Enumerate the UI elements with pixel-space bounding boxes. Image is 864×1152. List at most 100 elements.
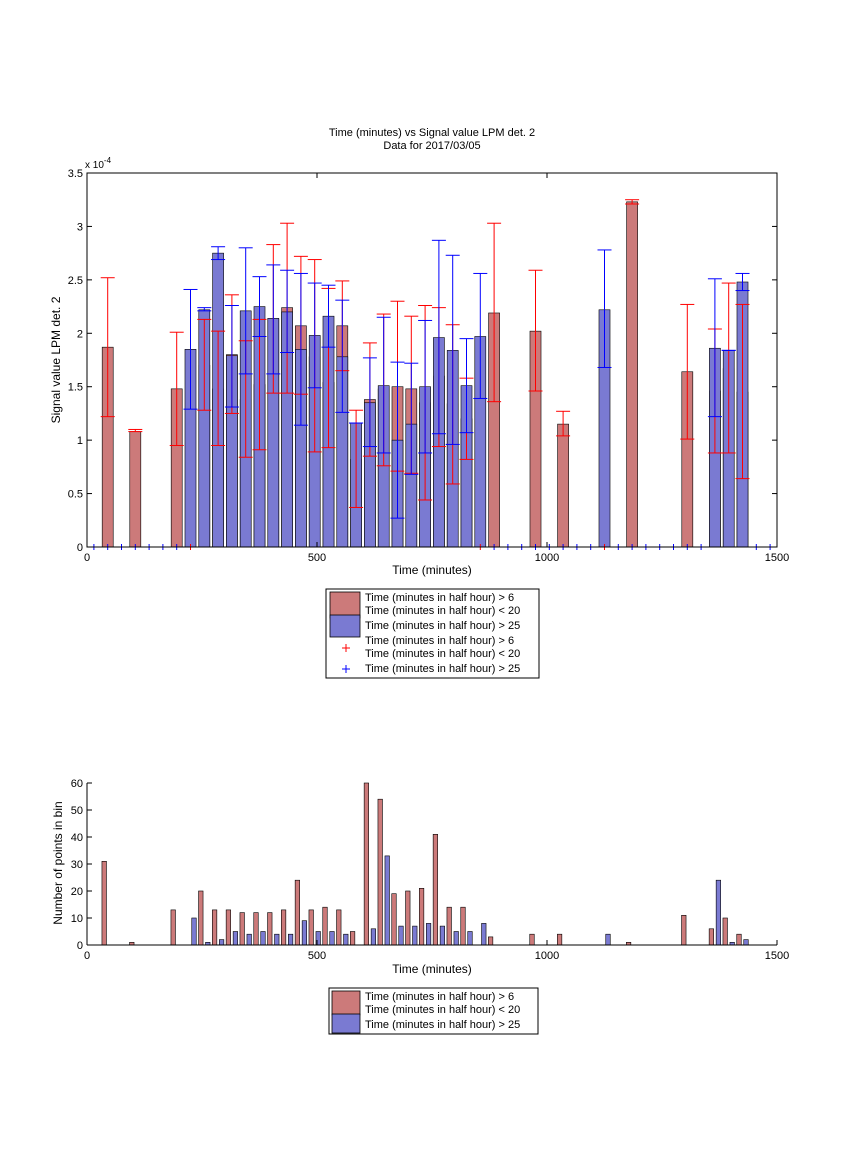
error-bar-red [197,318,212,411]
error-bar-blue [459,338,474,434]
error-bar-blue [321,284,336,348]
legend-entry-text: Time (minutes in half hour) < 20 [365,648,520,660]
legend-entry-text: Time (minutes in half hour) > 25 [365,663,520,675]
top-chart: Time (minutes) vs Signal value LPM det. … [49,127,789,577]
y-tick-label: 0.5 [68,489,83,501]
legend-red-patch [329,591,361,619]
legend-entry-text: Time (minutes in half hour) > 6 [365,635,514,647]
count-bar-blue [412,925,418,946]
count-bar-red [405,890,411,946]
legend-red-patch [331,990,361,1016]
bottom-legend: Time (minutes in half hour) > 6 Time (mi… [328,987,539,1035]
count-bar-red [708,928,714,946]
y-tick-label: 1.5 [68,382,83,394]
count-bar-blue [426,923,432,946]
x-tick-label: 0 [84,950,90,962]
count-bar-blue [398,925,404,946]
legend-blue-patch [329,614,361,638]
count-bar-blue [329,931,335,946]
count-bar-red [681,914,687,946]
error-bar-blue [266,264,281,375]
error-bar-red [349,409,364,508]
top-legend: Time (minutes in half hour) > 6 Time (mi… [325,588,540,679]
y-tick-label: 50 [71,805,83,817]
bottom-y-axis-label: Number of points in bin [51,801,65,924]
error-bar-blue [376,316,391,454]
top-legend-box [325,588,540,679]
legend-blue-patch [331,1013,361,1034]
count-bar-red [225,909,231,946]
error-bar-blue [473,272,488,399]
count-bar-red [322,906,328,946]
count-bar-blue [246,933,252,946]
count-bar-red [432,833,438,946]
legend-entry-text: Time (minutes in half hour) > 6 [365,592,514,604]
count-bar-red [363,782,369,946]
legend-blue-plus-marker [342,665,350,673]
count-bar-red [529,933,535,946]
legend-entry-text: Time (minutes in half hour) > 25 [365,1019,520,1031]
bottom-x-ticks: 0 500 1000 1500 [84,940,789,962]
error-bar-blue [431,239,446,435]
y-tick-label: 10 [71,913,83,925]
y-tick-label: 3 [77,221,83,233]
count-bar-red [736,933,742,946]
count-bar-blue [219,939,225,946]
error-bar-blue [238,247,253,375]
bar-red [626,201,638,548]
error-bar-red [211,330,226,446]
error-bar-blue [224,305,239,408]
count-bar-red [281,909,287,946]
error-bar-blue [597,249,612,368]
y-tick-label: 20 [71,886,83,898]
error-bar-blue [362,357,377,448]
y-tick-label: 60 [71,778,83,790]
count-bar-red [308,909,314,946]
count-bar-blue [232,931,238,946]
error-bar-blue [197,307,212,312]
x-tick-label: 500 [308,552,326,564]
count-bar-blue [191,917,197,946]
bottom-chart: 0 500 1000 1500 0 10 20 30 40 50 60 Time (minutes… [51,778,789,976]
top-x-ticks: 0 500 1000 1500 [84,173,789,564]
y-tick-label: 2 [77,328,83,340]
legend-entry-text: Time (minutes in half hour) > 25 [365,620,520,632]
y-tick-label: 30 [71,859,83,871]
count-bar-red [391,893,397,946]
x-tick-label: 1500 [765,552,789,564]
count-bar-blue [301,920,307,946]
error-bar-red [556,410,571,437]
chart-title: Time (minutes) vs Signal value LPM det. … [329,127,535,139]
count-bar-red [239,912,245,946]
error-bar-blue [293,272,308,426]
bottom-bars [101,782,749,946]
error-bar-red [169,331,184,446]
error-bar-red [487,222,502,403]
error-bar-blue [335,299,350,413]
y-tick-label: 0 [77,542,83,554]
count-bar-blue [605,933,611,946]
top-x-axis-label: Time (minutes) [392,563,472,577]
error-bar-red [128,428,143,433]
bar-red [557,423,569,548]
count-bar-blue [384,855,390,946]
count-bar-red [267,912,273,946]
count-bar-red [377,798,383,946]
bottom-x-axis-label: Time (minutes) [392,962,472,976]
chart-subtitle: Data for 2017/03/05 [383,140,480,152]
top-error-bars [100,199,750,519]
count-bar-red [294,879,300,946]
count-bar-red [446,906,452,946]
count-bar-blue [467,931,473,946]
count-bar-red [460,906,466,946]
x-tick-label: 1000 [535,950,559,962]
error-bar-blue [183,288,198,410]
x-tick-label: 0 [84,552,90,564]
y-exponent-label: x 10-4 [85,156,112,171]
error-bar-blue [252,276,267,337]
top-y-axis-label: Signal value LPM det. 2 [49,296,63,423]
error-bar-blue [735,272,750,292]
y-tick-label: 3.5 [68,168,83,180]
count-bar-blue [343,933,349,946]
